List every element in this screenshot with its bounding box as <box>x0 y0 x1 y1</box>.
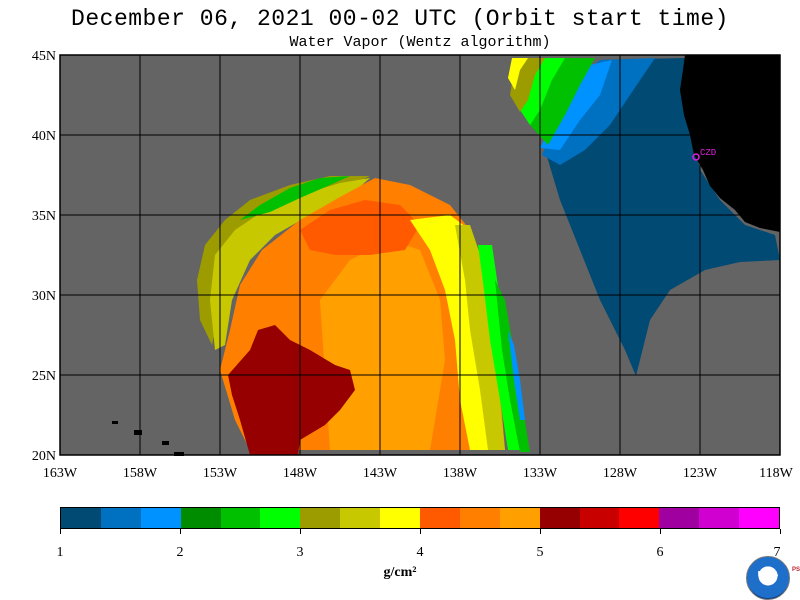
colorbar-tick-label: 2 <box>176 545 184 560</box>
colorbar-swatch <box>579 508 620 528</box>
colorbar-swatch <box>340 508 381 528</box>
colorbar-tickmark <box>660 529 661 534</box>
swath-east-light-blue <box>540 60 612 150</box>
noaa-logo: NOAA <box>746 556 790 600</box>
colorbar-swatch <box>140 508 181 528</box>
colorbar-swatch <box>539 508 580 528</box>
map-frame <box>59 54 781 456</box>
colorbar-swatch <box>300 508 341 528</box>
longitude-label: 153W <box>203 466 238 481</box>
station-marker <box>692 153 700 161</box>
swath-west-olive-strip <box>455 225 505 450</box>
colorbar-swatch <box>739 508 780 528</box>
swath-east-blue <box>545 58 780 376</box>
colorbar-swatch <box>459 508 500 528</box>
latitude-label: 20N <box>32 449 56 464</box>
land-north-america <box>680 55 780 232</box>
swath-east-yellow <box>508 58 528 90</box>
longitude-label: 118W <box>759 466 793 481</box>
colorbar-tick-label: 1 <box>56 545 64 560</box>
latitude-label: 45N <box>32 49 56 64</box>
colorbar-swatch <box>260 508 301 528</box>
swath-west-lightorange <box>320 240 445 450</box>
colorbar-swatch <box>380 508 421 528</box>
longitude-label: 138W <box>443 466 478 481</box>
colorbar-tickmark <box>180 529 181 534</box>
longitude-label: 148W <box>283 466 318 481</box>
longitude-label: 123W <box>683 466 718 481</box>
latitude-labels: 45N 40N 35N 30N 25N 20N <box>32 49 56 464</box>
latitude-label: 35N <box>32 209 56 224</box>
colorbar-swatch <box>61 508 101 528</box>
longitude-labels: 163W 158W 153W 148W 143W 138W 133W 128W 123W 118W <box>43 466 794 481</box>
colorbar-units: g/cm² <box>383 565 417 580</box>
colorbar-swatch <box>619 508 660 528</box>
page-title: December 06, 2021 00-02 UTC (Orbit start… <box>71 6 729 32</box>
colorbar-swatch <box>220 508 261 528</box>
page-subtitle: Water Vapor (Wentz algorithm) <box>289 34 551 51</box>
colorbar-tick-label: 7 <box>773 545 781 560</box>
colorbar-tickmark <box>300 529 301 534</box>
swath-west-green <box>240 176 350 220</box>
colorbar-tick-label: 4 <box>416 545 424 560</box>
swath-west-yellowgreen <box>210 178 370 350</box>
colorbar-tick-label: 6 <box>656 545 664 560</box>
longitude-label: 163W <box>43 466 78 481</box>
latitude-label: 30N <box>32 289 56 304</box>
latitude-label: 40N <box>32 129 56 144</box>
colorbar-tick-label: 3 <box>296 545 304 560</box>
colorbar-swatch <box>100 508 141 528</box>
longitude-label: 133W <box>523 466 558 481</box>
swath-west-redorange <box>300 200 420 255</box>
longitude-label: 143W <box>363 466 398 481</box>
colorbar-swatch <box>180 508 221 528</box>
longitude-label: 158W <box>123 466 158 481</box>
psl-logo: PSL <box>792 567 800 573</box>
swath-east-mid-blue <box>542 58 655 165</box>
colorbar-tickmark <box>60 529 61 534</box>
graticule-grid <box>60 55 780 455</box>
longitude-label: 128W <box>603 466 638 481</box>
colorbar-swatch <box>420 508 460 528</box>
noaa-logo-text: NOAA <box>757 571 779 578</box>
colorbar-swatch <box>659 508 700 528</box>
hawaiian-islands <box>112 421 184 456</box>
colorbar-swatch <box>499 508 540 528</box>
colorbar-swatch <box>699 508 740 528</box>
swath-west-darkred <box>228 325 355 455</box>
colorbar-tick-label: 5 <box>536 545 544 560</box>
colorbar <box>60 507 780 529</box>
colorbar-tickmark <box>540 529 541 534</box>
colorbar-tickmark <box>420 529 421 534</box>
colorbar-tickmark <box>780 529 781 534</box>
station-label: CZD <box>700 148 716 158</box>
swath-west-olive <box>197 176 370 345</box>
latitude-label: 25N <box>32 369 56 384</box>
